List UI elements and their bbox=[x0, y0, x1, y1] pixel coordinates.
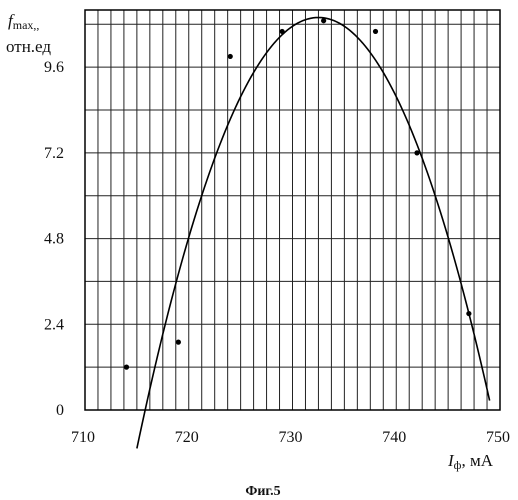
y-tick-label: 4.8 bbox=[44, 231, 64, 248]
data-point bbox=[466, 311, 471, 316]
y-axis-unit: отн.ед bbox=[6, 37, 51, 56]
data-point bbox=[124, 365, 129, 370]
figure-caption: Фиг.5 bbox=[245, 484, 280, 499]
data-point bbox=[280, 29, 285, 34]
x-tick-label: 710 bbox=[71, 429, 95, 446]
data-point bbox=[321, 18, 326, 23]
y-tick-label: 0 bbox=[56, 402, 64, 419]
x-tick-label: 720 bbox=[175, 429, 199, 446]
data-point bbox=[373, 29, 378, 34]
y-tick-labels: 0 2.4 4.8 7.2 9.6 bbox=[44, 59, 64, 419]
grid bbox=[85, 10, 500, 410]
y-tick-label: 2.4 bbox=[44, 316, 64, 333]
y-axis-subscript: max,, bbox=[13, 18, 40, 32]
x-tick-label: 740 bbox=[382, 429, 406, 446]
x-axis-label: Iф, мА bbox=[447, 451, 494, 472]
data-point bbox=[176, 340, 181, 345]
x-tick-label: 750 bbox=[486, 429, 510, 446]
x-axis-unit: , мА bbox=[461, 451, 493, 470]
y-tick-label: 9.6 bbox=[44, 59, 64, 76]
data-point bbox=[414, 150, 419, 155]
fit-curve bbox=[137, 18, 490, 449]
data-point bbox=[228, 54, 233, 59]
y-axis-label: fmax,, bbox=[8, 11, 39, 32]
y-tick-label: 7.2 bbox=[44, 145, 64, 162]
x-tick-label: 730 bbox=[279, 429, 303, 446]
x-tick-labels: 710 720 730 740 750 bbox=[71, 429, 510, 446]
fit-curve-layer bbox=[137, 18, 490, 449]
